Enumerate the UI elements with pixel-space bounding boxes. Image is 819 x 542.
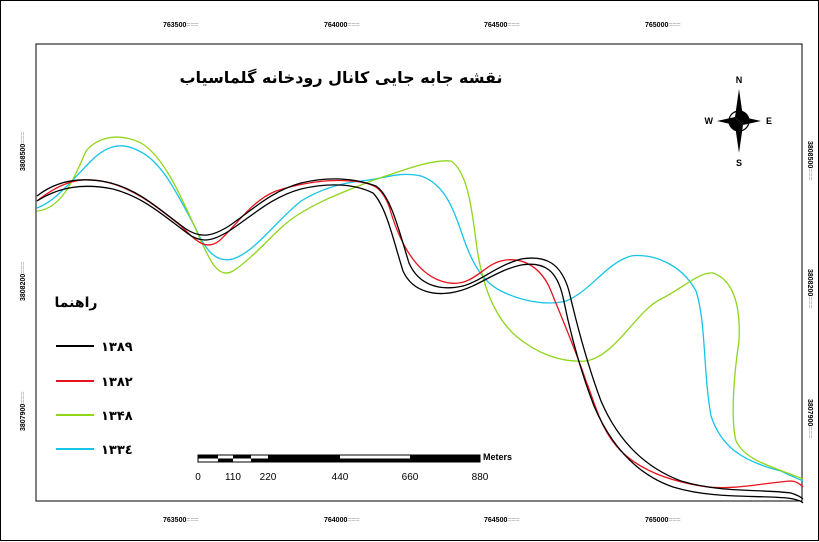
right-tick-1: 3808500===: [806, 141, 813, 181]
legend-label-1334: ۱۳۳٤: [101, 443, 133, 458]
legend-label-1382: ۱۳۸۲: [101, 375, 133, 390]
river-channels: [36, 136, 804, 504]
scale-label-880: 880: [472, 472, 489, 483]
bottom-tick-3: 764500===: [484, 517, 520, 524]
right-tick-2: 3808200===: [806, 269, 813, 309]
channel-line-1389-b: [36, 184, 804, 504]
legend-title: راهنما: [55, 295, 98, 311]
bottom-tick-1: 763500===: [163, 517, 199, 524]
bottom-coordinate-ticks: 763500=== 764000=== 764500=== 765000===: [163, 517, 681, 524]
bottom-tick-4: 765000===: [645, 517, 681, 524]
top-tick-2: 764000===: [324, 22, 360, 29]
top-coordinate-ticks: 763500=== 764000=== 764500=== 765000===: [163, 22, 681, 29]
north-label: N: [736, 75, 743, 85]
left-tick-3: 3807900===: [20, 391, 27, 431]
map-title: نقشه جابه جایی کانال رودخانه گلماسیاب: [179, 68, 502, 87]
east-label: E: [766, 116, 772, 126]
left-tick-1: 3808500===: [20, 131, 27, 171]
right-coordinate-ticks: 3808500=== 3808200=== 3807900===: [806, 141, 813, 439]
left-coordinate-ticks: 3808500=== 3808200=== 3807900===: [20, 131, 27, 431]
channel-line-1382: [36, 179, 804, 489]
channel-line-1334: [36, 145, 804, 482]
map-neatline: [35, 43, 803, 502]
top-tick-1: 763500===: [163, 22, 199, 29]
scale-label-440: 440: [332, 472, 349, 483]
top-tick-4: 765000===: [645, 22, 681, 29]
right-tick-3: 3807900===: [806, 399, 813, 439]
north-arrow-icon: N S E W: [705, 75, 773, 168]
scale-label-220: 220: [260, 472, 277, 483]
scale-label-660: 660: [402, 472, 419, 483]
legend-label-1389: ۱۳۸۹: [101, 340, 133, 355]
channel-line-1389-a: [36, 178, 804, 500]
scale-bar: Meters 0 110 220 440 660 880: [195, 452, 512, 483]
top-tick-3: 764500===: [484, 22, 520, 29]
west-label: W: [705, 116, 714, 126]
south-label: S: [736, 158, 742, 168]
legend: راهنما ۱۳۸۹ ۱۳۸۲ ۱۳۴۸ ۱۳۳٤: [55, 295, 133, 458]
bottom-tick-2: 764000===: [324, 517, 360, 524]
scale-unit: Meters: [483, 452, 512, 462]
left-tick-2: 3808200===: [20, 261, 27, 301]
scale-label-110: 110: [225, 472, 241, 483]
legend-label-1348: ۱۳۴۸: [101, 409, 133, 424]
scale-label-0: 0: [195, 472, 201, 483]
channel-line-1348: [36, 136, 804, 480]
